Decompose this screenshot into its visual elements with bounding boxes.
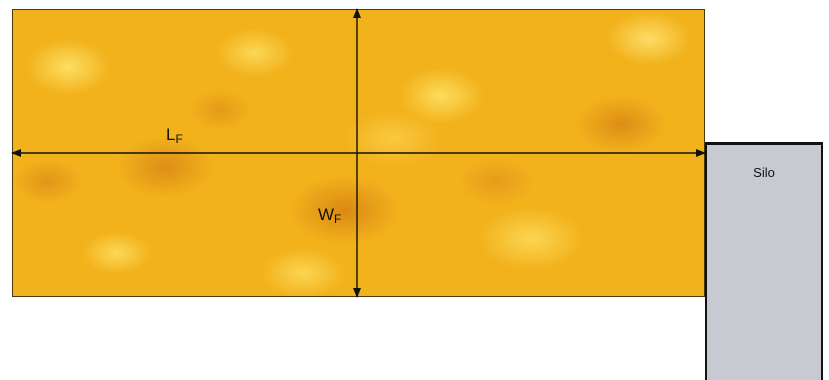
length-label: LF bbox=[166, 126, 183, 145]
silo: Silo bbox=[705, 142, 823, 380]
width-label-main: W bbox=[318, 205, 335, 224]
length-label-sub: F bbox=[175, 132, 183, 146]
width-label-sub: F bbox=[334, 212, 342, 226]
length-label-main: L bbox=[166, 125, 176, 144]
silo-label: Silo bbox=[753, 165, 775, 180]
width-label: WF bbox=[318, 206, 341, 225]
